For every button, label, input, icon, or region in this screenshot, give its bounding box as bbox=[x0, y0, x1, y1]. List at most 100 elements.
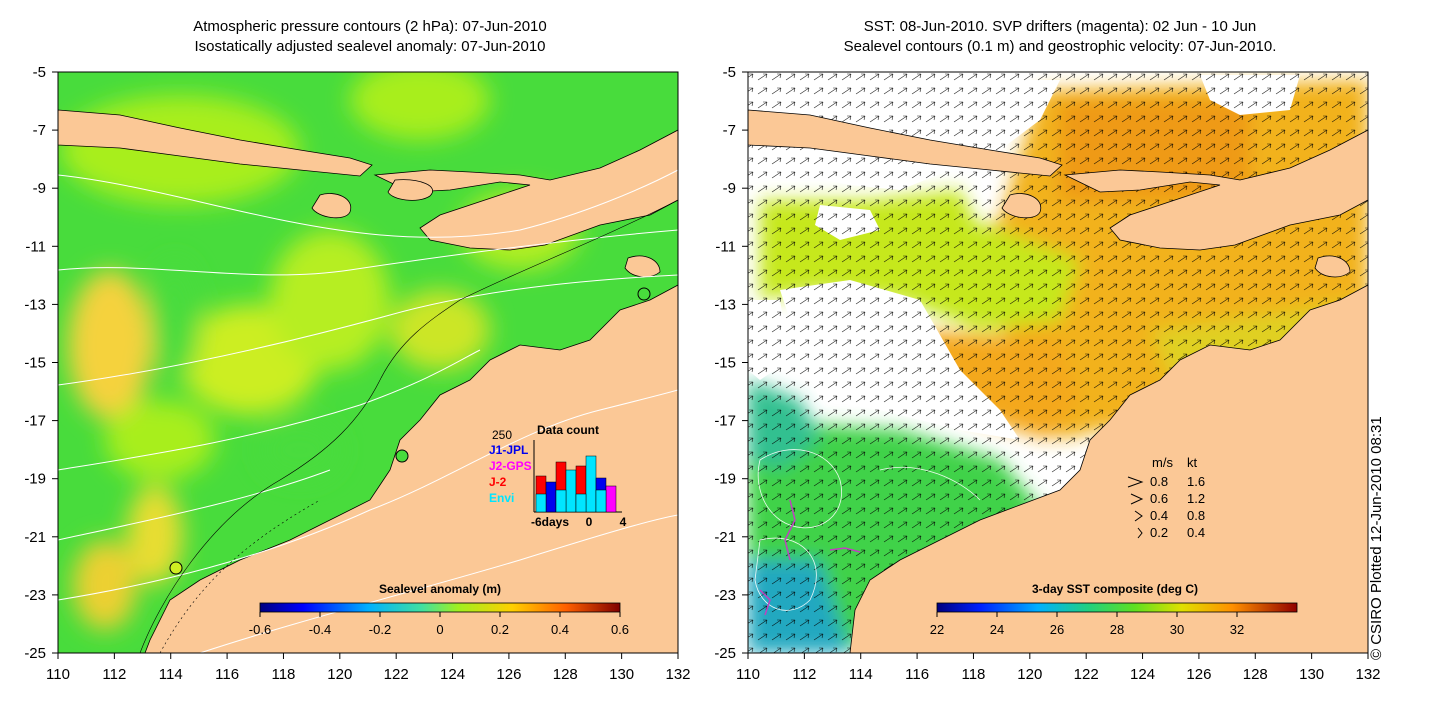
right-map bbox=[748, 72, 1368, 653]
x-tick-label: 126 bbox=[1186, 666, 1211, 683]
left-bathymetry bbox=[139, 199, 678, 653]
y-tick-label: -13 bbox=[24, 296, 46, 313]
left-map bbox=[58, 72, 678, 653]
left-title-line2: Isostatically adjusted sealevel anomaly:… bbox=[194, 38, 546, 55]
x-tick-label: 124 bbox=[1130, 666, 1155, 683]
y-tick-label: -23 bbox=[24, 587, 46, 604]
x-tick-label: 110 bbox=[46, 666, 70, 683]
y-tick-label: -5 bbox=[723, 64, 736, 81]
y-tick-label: -21 bbox=[714, 529, 736, 546]
x-tick-label: 122 bbox=[1074, 666, 1099, 683]
x-tick-label: 114 bbox=[159, 666, 183, 683]
y-tick-label: -23 bbox=[714, 587, 736, 604]
inset-legend-item: J1-JPL bbox=[489, 443, 528, 457]
x-tick-label: 132 bbox=[1355, 666, 1380, 683]
y-tick-label: -15 bbox=[714, 355, 736, 372]
inset-x-labels: -6days 0 4 bbox=[531, 515, 627, 529]
y-tick-label: -9 bbox=[723, 180, 736, 197]
inset-x-label: 0 bbox=[586, 515, 593, 529]
colorbar-tick-label: 24 bbox=[990, 622, 1004, 637]
velocity-kt-value: 0.8 bbox=[1187, 508, 1205, 523]
x-tick-label: 122 bbox=[384, 666, 409, 683]
right-sealevel-contours bbox=[754, 449, 981, 611]
inset-ymax-label: 250 bbox=[492, 428, 512, 442]
velocity-legend-rows: 0.8 1.6 0.6 1.2 0.4 0.8 0.2 0.4 bbox=[1127, 474, 1205, 540]
right-land bbox=[748, 109, 1368, 653]
x-tick-label: 120 bbox=[1017, 666, 1042, 683]
site-marker bbox=[395, 449, 409, 463]
x-tick-label: 112 bbox=[792, 666, 816, 683]
x-tick-label: 112 bbox=[102, 666, 126, 683]
colorbar-tick-label: 28 bbox=[1110, 622, 1124, 637]
colorbar-tick-label: 0.2 bbox=[491, 622, 509, 637]
y-tick-label: -17 bbox=[24, 413, 46, 430]
x-tick-label: 116 bbox=[905, 666, 929, 683]
site-marker bbox=[169, 561, 183, 575]
y-tick-label: -21 bbox=[24, 529, 46, 546]
x-tick-label: 110 bbox=[736, 666, 760, 683]
y-tick-label: -11 bbox=[25, 238, 46, 255]
velocity-kt-value: 1.2 bbox=[1187, 491, 1205, 506]
inset-title: Data count bbox=[537, 423, 599, 437]
y-tick-label: -11 bbox=[715, 238, 736, 255]
velocity-arrow-icon bbox=[1137, 527, 1143, 539]
inset-legend-item: J-2 bbox=[489, 475, 507, 489]
velocity-arrow-icon bbox=[1127, 476, 1144, 488]
x-tick-label: 132 bbox=[665, 666, 690, 683]
colorbar-tick-label: -0.2 bbox=[369, 622, 391, 637]
inset-legend-item: Envi bbox=[489, 491, 514, 505]
velocity-kt-value: 1.6 bbox=[1187, 474, 1205, 489]
x-tick-label: 130 bbox=[609, 666, 634, 683]
velocity-ms-value: 0.2 bbox=[1150, 525, 1168, 540]
colorbar-tick-label: 22 bbox=[930, 622, 944, 637]
velocity-ms-value: 0.8 bbox=[1150, 474, 1168, 489]
right-title-line1: SST: 08-Jun-2010. SVP drifters (magenta)… bbox=[863, 18, 1257, 35]
inset-bars bbox=[535, 455, 617, 513]
velocity-ms-value: 0.4 bbox=[1150, 508, 1168, 523]
y-tick-label: -25 bbox=[24, 645, 46, 662]
right-colorbar-title: 3-day SST composite (deg C) bbox=[1032, 582, 1198, 596]
left-axes: 110 112 114 116 118 120 122 124 126 128 130 132 -5 -7… bbox=[24, 64, 690, 683]
inset-legend: J1-JPL J2-GPS J-2 Envi bbox=[489, 443, 532, 505]
y-tick-label: -19 bbox=[714, 471, 736, 488]
left-colorbar: Sealevel anomaly (m) -0.6 -0.4 -0.2 0 0.2 0.4… bbox=[249, 582, 629, 637]
y-tick-label: -19 bbox=[24, 471, 46, 488]
colorbar-tick-label: 0.4 bbox=[551, 622, 569, 637]
inset-x-label: -6days bbox=[531, 515, 569, 529]
left-colorbar-title: Sealevel anomaly (m) bbox=[379, 582, 501, 596]
x-tick-label: 126 bbox=[496, 666, 521, 683]
colorbar-tick-label: 30 bbox=[1170, 622, 1184, 637]
x-tick-label: 128 bbox=[553, 666, 578, 683]
credit-text: © CSIRO Plotted 12-Jun-2010 08:31 bbox=[1368, 416, 1385, 660]
x-tick-label: 130 bbox=[1299, 666, 1324, 683]
y-tick-label: -13 bbox=[714, 296, 736, 313]
velocity-legend-ms-header: m/s bbox=[1152, 455, 1173, 470]
inset-legend-item: J2-GPS bbox=[489, 459, 532, 473]
data-count-inset: Data count 250 J1-JPL J2-GPS J-2 Envi -6day… bbox=[489, 423, 627, 529]
velocity-legend-kt-header: kt bbox=[1187, 455, 1198, 470]
y-tick-label: -7 bbox=[33, 122, 46, 139]
left-title: Atmospheric pressure contours (2 hPa): 0… bbox=[40, 17, 700, 57]
velocity-legend: m/s kt 0.8 1.6 0.6 1.2 0.4 0.8 0.2 0.4 bbox=[1127, 455, 1205, 540]
x-tick-label: 124 bbox=[440, 666, 465, 683]
right-colorbar-ticks: 22 24 26 28 30 32 bbox=[930, 612, 1244, 637]
x-tick-label: 118 bbox=[271, 666, 295, 683]
x-tick-label: 116 bbox=[215, 666, 239, 683]
colorbar-tick-label: -0.4 bbox=[309, 622, 331, 637]
left-colorbar-gradient bbox=[259, 602, 621, 613]
left-pressure-contours bbox=[58, 169, 678, 653]
left-sites bbox=[169, 287, 651, 575]
velocity-kt-value: 0.4 bbox=[1187, 525, 1205, 540]
drifter-tracks bbox=[759, 499, 861, 616]
y-tick-label: -5 bbox=[33, 64, 46, 81]
left-colorbar-ticks: -0.6 -0.4 -0.2 0 0.2 0.4 0.6 bbox=[249, 612, 629, 637]
x-tick-label: 114 bbox=[849, 666, 873, 683]
left-title-line1: Atmospheric pressure contours (2 hPa): 0… bbox=[193, 18, 547, 35]
colorbar-tick-label: 26 bbox=[1050, 622, 1064, 637]
right-colorbar: 3-day SST composite (deg C) 22 24 26 28 30 32 bbox=[930, 582, 1298, 637]
right-title: SST: 08-Jun-2010. SVP drifters (magenta)… bbox=[730, 17, 1390, 57]
x-tick-label: 118 bbox=[961, 666, 985, 683]
left-land bbox=[58, 109, 678, 653]
x-tick-label: 128 bbox=[1243, 666, 1268, 683]
